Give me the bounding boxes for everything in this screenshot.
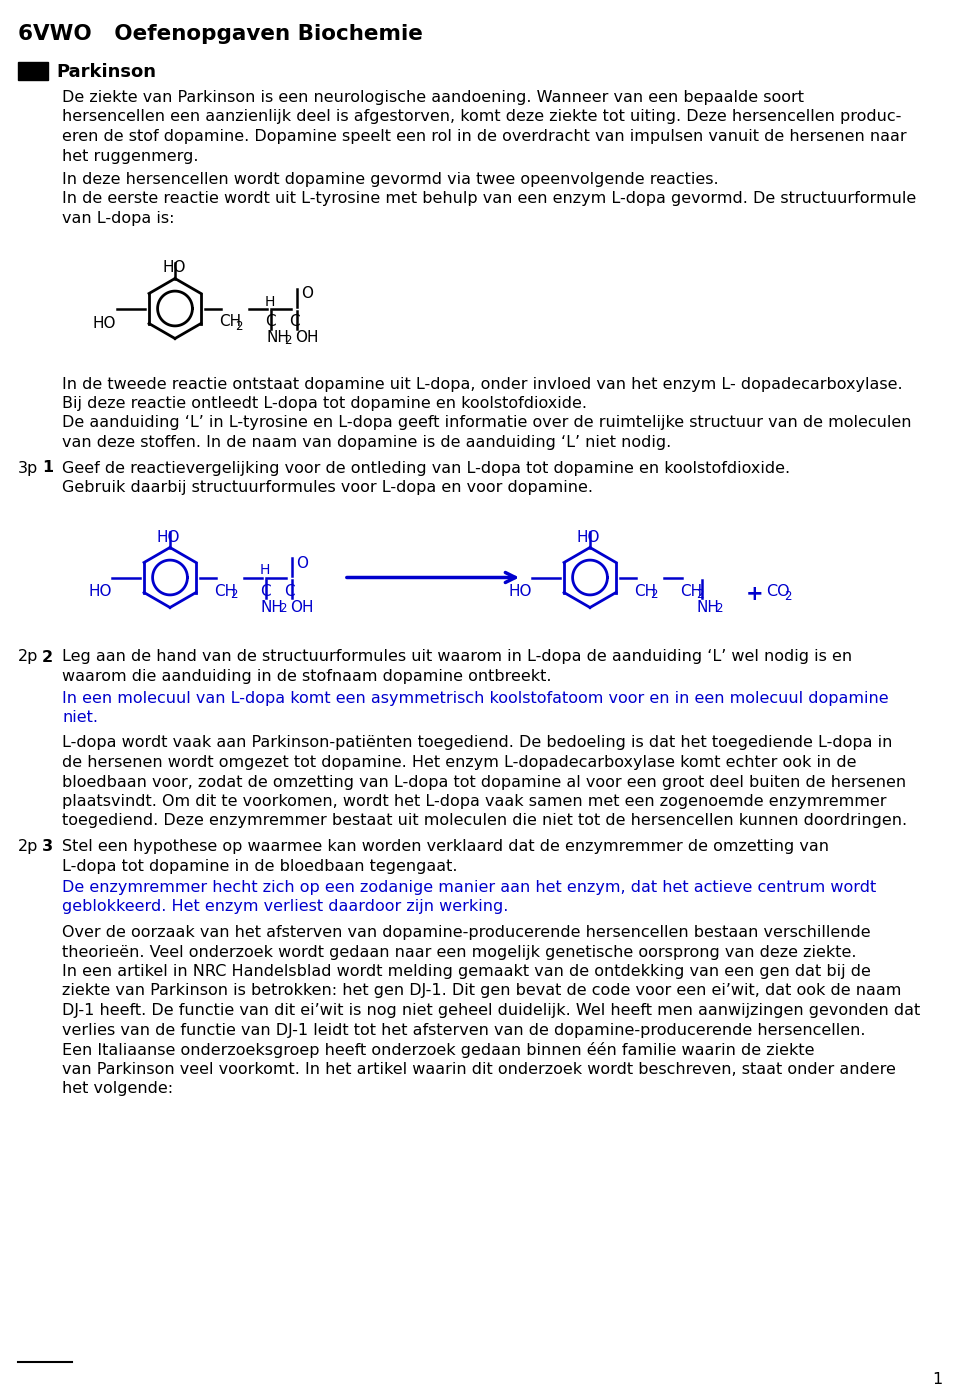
Bar [18,62,48,80]
Text: HO: HO [93,315,116,330]
Text: CH: CH [634,584,656,599]
Text: 6VWO   Oefenopgaven Biochemie: 6VWO Oefenopgaven Biochemie [18,24,422,44]
Text: 1: 1 [42,460,53,476]
Text: In een artikel in NRC Handelsblad wordt melding gemaakt van de ontdekking van ee: In een artikel in NRC Handelsblad wordt … [62,964,871,979]
Text: C: C [265,315,276,330]
Text: OH: OH [290,599,314,614]
Text: NH: NH [697,599,720,614]
Text: OH: OH [295,330,319,345]
Text: van deze stoffen. In de naam van dopamine is de aanduiding ‘L’ niet nodig.: van deze stoffen. In de naam van dopamin… [62,436,671,449]
Text: plaatsvindt. Om dit te voorkomen, wordt het L-dopa vaak samen met een zogenoemde: plaatsvindt. Om dit te voorkomen, wordt … [62,793,886,809]
Text: CH: CH [219,315,241,330]
Text: 3p: 3p [18,460,38,476]
Text: De enzymremmer hecht zich op een zodanige manier aan het enzym, dat het actieve : De enzymremmer hecht zich op een zodanig… [62,879,876,895]
Text: NH: NH [266,330,289,345]
Text: niet.: niet. [62,710,98,725]
Text: 2p: 2p [18,839,38,854]
Text: eren de stof dopamine. Dopamine speelt een rol in de overdracht van impulsen van: eren de stof dopamine. Dopamine speelt e… [62,129,906,144]
Text: Leg aan de hand van de structuurformules uit waarom in L-dopa de aanduiding ‘L’ : Leg aan de hand van de structuurformules… [62,649,852,664]
Text: theorieën. Veel onderzoek wordt gedaan naar een mogelijk genetische oorsprong va: theorieën. Veel onderzoek wordt gedaan n… [62,945,856,960]
Text: Stel een hypothese op waarmee kan worden verklaard dat de enzymremmer de omzetti: Stel een hypothese op waarmee kan worden… [62,839,829,854]
Text: In de tweede reactie ontstaat dopamine uit L-dopa, onder invloed van het enzym L: In de tweede reactie ontstaat dopamine u… [62,376,902,391]
Text: van Parkinson veel voorkomt. In het artikel waarin dit onderzoek wordt beschreve: van Parkinson veel voorkomt. In het arti… [62,1061,896,1076]
Text: Geef de reactievergelijking voor de ontleding van L-dopa tot dopamine en koolsto: Geef de reactievergelijking voor de ontl… [62,460,790,476]
Text: C: C [289,315,300,330]
Text: O: O [296,556,308,570]
Text: H: H [265,294,276,308]
Text: De aanduiding ‘L’ in L-tyrosine en L-dopa geeft informatie over de ruimtelijke s: De aanduiding ‘L’ in L-tyrosine en L-dop… [62,416,911,430]
Text: In de eerste reactie wordt uit L-tyrosine met behulp van een enzym L-dopa gevorm: In de eerste reactie wordt uit L-tyrosin… [62,191,916,207]
Text: 2: 2 [284,333,292,347]
Text: C: C [260,584,271,599]
Text: HO: HO [162,261,185,276]
Text: de hersenen wordt omgezet tot dopamine. Het enzym L-dopadecarboxylase komt echte: de hersenen wordt omgezet tot dopamine. … [62,755,856,770]
Text: waarom die aanduiding in de stofnaam dopamine ontbreekt.: waarom die aanduiding in de stofnaam dop… [62,669,551,684]
Text: C: C [284,584,295,599]
Text: HO: HO [577,530,601,545]
Text: L-dopa wordt vaak aan Parkinson-patiënten toegediend. De bedoeling is dat het to: L-dopa wordt vaak aan Parkinson-patiënte… [62,735,893,750]
Text: HO: HO [157,530,180,545]
Text: bloedbaan voor, zodat de omzetting van L-dopa tot dopamine al voor een groot dee: bloedbaan voor, zodat de omzetting van L… [62,774,906,789]
Text: 2: 2 [784,589,791,602]
Text: NH: NH [261,599,284,614]
Text: 2: 2 [230,588,237,602]
Text: CH: CH [680,584,702,599]
Text: 2: 2 [42,649,53,664]
Text: DJ-1 heeft. De functie van dit eiʼwit is nog niet geheel duidelijk. Wel heeft me: DJ-1 heeft. De functie van dit eiʼwit is… [62,1003,921,1018]
Text: HO: HO [88,584,111,599]
Text: O: O [301,287,313,301]
Text: 2: 2 [650,588,658,602]
Text: In deze hersencellen wordt dopamine gevormd via twee opeenvolgende reacties.: In deze hersencellen wordt dopamine gevo… [62,172,719,187]
Text: het volgende:: het volgende: [62,1080,173,1096]
Text: CH: CH [214,584,236,599]
Text: ziekte van Parkinson is betrokken: het gen DJ-1. Dit gen bevat de code voor een : ziekte van Parkinson is betrokken: het g… [62,983,901,999]
Text: Bij deze reactie ontleedt L-dopa tot dopamine en koolstofdioxide.: Bij deze reactie ontleedt L-dopa tot dop… [62,397,587,411]
Text: Parkinson: Parkinson [56,62,156,80]
Text: Een Italiaanse onderzoeksgroep heeft onderzoek gedaan binnen één familie waarin : Een Italiaanse onderzoeksgroep heeft ond… [62,1042,814,1058]
Text: 2: 2 [696,588,704,602]
Text: +: + [746,584,763,605]
Text: De ziekte van Parkinson is een neurologische aandoening. Wanneer van een bepaald: De ziekte van Parkinson is een neurologi… [62,90,804,105]
Text: 2: 2 [235,319,243,333]
Text: In een molecuul van L-dopa komt een asymmetrisch koolstofatoom voor en in een mo: In een molecuul van L-dopa komt een asym… [62,691,889,706]
Text: Gebruik daarbij structuurformules voor L-dopa en voor dopamine.: Gebruik daarbij structuurformules voor L… [62,480,593,495]
Text: verlies van de functie van DJ-1 leidt tot het afsterven van de dopamine-producer: verlies van de functie van DJ-1 leidt to… [62,1022,866,1037]
Text: Over de oorzaak van het afsterven van dopamine-producerende hersencellen bestaan: Over de oorzaak van het afsterven van do… [62,925,871,940]
Text: L-dopa tot dopamine in de bloedbaan tegengaat.: L-dopa tot dopamine in de bloedbaan tege… [62,859,458,874]
Text: HO: HO [508,584,532,599]
Text: 2: 2 [715,602,723,616]
Text: toegediend. Deze enzymremmer bestaat uit moleculen die niet tot de hersencellen : toegediend. Deze enzymremmer bestaat uit… [62,814,907,828]
Text: het ruggenmerg.: het ruggenmerg. [62,148,199,164]
Text: H: H [260,563,271,577]
Text: 3: 3 [42,839,53,854]
Text: 2p: 2p [18,649,38,664]
Text: hersencellen een aanzienlijk deel is afgestorven, komt deze ziekte tot uiting. D: hersencellen een aanzienlijk deel is afg… [62,110,901,125]
Text: 2: 2 [279,602,286,616]
Text: geblokkeerd. Het enzym verliest daardoor zijn werking.: geblokkeerd. Het enzym verliest daardoor… [62,900,509,914]
Text: CO: CO [766,584,790,599]
Text: 1: 1 [932,1372,942,1387]
Text: van L-dopa is:: van L-dopa is: [62,211,175,226]
